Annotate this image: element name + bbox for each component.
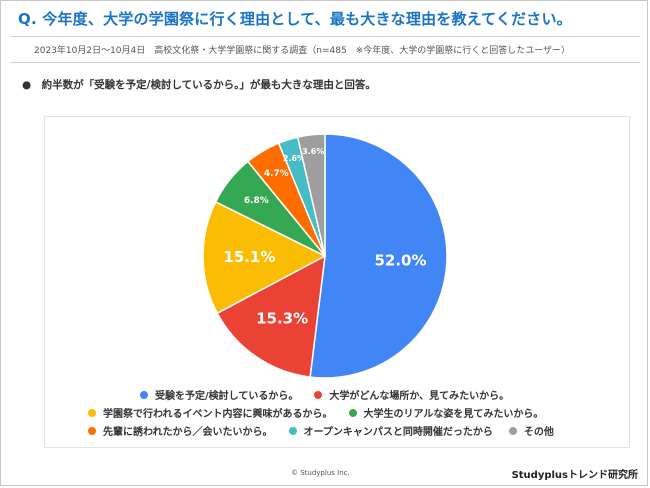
legend-label-6: オープンキャンパスと同時開催だったから: [303, 427, 493, 438]
divider-middle: [10, 62, 640, 63]
legend-item-3: 学園祭で行われるイベント内容に興味があるから。: [88, 405, 333, 420]
legend-label-7: その他: [523, 427, 554, 438]
pie-data-label-4: 6.8%: [244, 196, 269, 206]
pie-data-label-5: 4.7%: [264, 169, 289, 179]
legend-swatch-7: [508, 427, 517, 435]
legend-label-2: 大学がどんな場所か、見てみたいから。: [329, 391, 510, 402]
brand-logo-text: Studyplusトレンド研究所: [511, 470, 638, 481]
pie-data-label-3: 15.1%: [223, 248, 275, 266]
pie-slice-7: [296, 133, 326, 257]
copyright: © Studyplus Inc.: [291, 469, 350, 477]
legend-item-1: 受験を予定/検討しているから。: [140, 387, 298, 402]
summary-text: ● 約半数が「受験を予定/検討しているから。」が最も大きな理由と回答。: [22, 79, 376, 91]
pie-data-label-7: 3.6%: [302, 147, 324, 156]
legend-swatch-3: [88, 409, 96, 417]
legend-item-6: オープンキャンパスと同時開催だったから: [288, 423, 493, 438]
legend-swatch-4: [348, 409, 357, 417]
legend-row-2: 学園祭で行われるイベント内容に興味があるから。 大学生のリアルな姿を見てみたいから…: [88, 405, 559, 420]
legend-label-3: 学園祭で行われるイベント内容に興味があるから。: [103, 409, 333, 420]
legend-label-4: 大学生のリアルな姿を見てみたいから。: [363, 409, 544, 420]
legend-swatch-6: [288, 427, 297, 435]
legend-item-7: その他: [508, 423, 554, 438]
legend-row-3: 先輩に誘われたから／会いたいから。 オープンキャンパスと同時開催だったから その他: [88, 423, 570, 438]
legend-item-5: 先輩に誘われたから／会いたいから。: [88, 423, 273, 438]
legend-swatch-2: [314, 391, 323, 399]
legend-swatch-5: [88, 427, 96, 435]
survey-note: 2023年10月2日～10月4日 高校文化祭・大学学園祭に関する調査（n=485…: [34, 46, 571, 56]
pie-slice-2: [216, 254, 326, 378]
legend-label-5: 先輩に誘われたから／会いたいから。: [103, 427, 273, 438]
legend-label-1: 受験を予定/検討しているから。: [155, 391, 299, 402]
question-title: Q. 今年度、大学の学園祭に行く理由として、最も大きな理由を教えてください。: [18, 10, 572, 28]
legend-item-2: 大学がどんな場所か、見てみたいから。: [314, 387, 509, 402]
legend-swatch-1: [140, 391, 148, 399]
pie-data-label-2: 15.3%: [256, 309, 308, 327]
pie-slice-3: [202, 200, 327, 315]
legend-item-4: 大学生のリアルな姿を見てみたいから。: [348, 405, 544, 420]
pie-slice-1: [309, 133, 448, 379]
legend-row-1: 受験を予定/検討しているから。 大学がどんな場所か、見てみたいから。: [140, 387, 525, 402]
divider-top: [10, 36, 640, 37]
pie-data-label-6: 2.6%: [283, 154, 305, 163]
pie-data-label-1: 52.0%: [374, 252, 426, 270]
